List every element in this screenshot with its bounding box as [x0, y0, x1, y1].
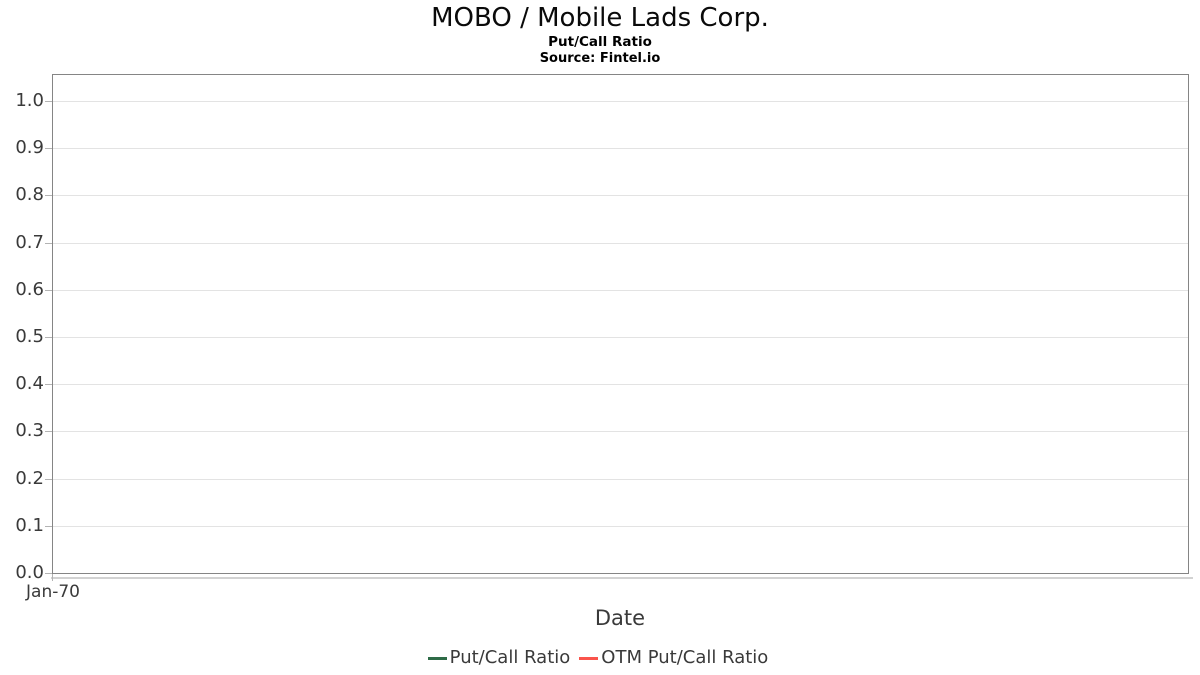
- x-tick-label: Jan-70: [26, 582, 80, 602]
- y-tick-mark: [45, 526, 52, 527]
- y-gridline: [53, 101, 1188, 102]
- y-tick-label: 0.7: [15, 232, 44, 253]
- y-tick-mark: [45, 195, 52, 196]
- x-axis-title: Date: [594, 606, 646, 630]
- y-tick-mark: [45, 290, 52, 291]
- y-tick-label: 0.4: [15, 373, 44, 394]
- y-tick-label: 0.9: [15, 137, 44, 158]
- y-tick-mark: [45, 243, 52, 244]
- y-tick-label: 0.0: [15, 562, 44, 583]
- otm-put-call-ratio-line-swatch: [579, 656, 599, 660]
- put-call-ratio-line-swatch: [427, 656, 447, 660]
- y-tick-mark: [45, 101, 52, 102]
- y-tick-label: 1.0: [15, 90, 44, 111]
- y-tick-mark: [45, 337, 52, 338]
- chart-subtitle: Put/Call Ratio: [548, 34, 652, 50]
- y-tick-label: 0.1: [15, 515, 44, 536]
- y-gridline: [53, 290, 1188, 291]
- chart-source: Source: Fintel.io: [539, 51, 661, 66]
- y-tick-label: 0.3: [15, 420, 44, 441]
- legend-item-otm-put-call-ratio: OTM Put/Call Ratio: [579, 646, 768, 670]
- y-tick-mark: [45, 384, 52, 385]
- y-gridline: [53, 148, 1188, 149]
- legend-label: Put/Call Ratio: [449, 647, 571, 668]
- y-tick-label: 0.6: [15, 279, 44, 300]
- y-gridline: [53, 479, 1188, 480]
- y-gridline: [53, 337, 1188, 338]
- chart-title: MOBO / Mobile Lads Corp.: [431, 3, 769, 33]
- y-tick-mark: [45, 479, 52, 480]
- y-tick-mark: [45, 148, 52, 149]
- x-tick-mark: [52, 574, 53, 581]
- y-tick-label: 0.8: [15, 184, 44, 205]
- y-gridline: [53, 526, 1188, 527]
- x-axis-line: [51, 577, 1193, 579]
- y-gridline: [53, 243, 1188, 244]
- y-gridline: [53, 195, 1188, 196]
- legend-label: OTM Put/Call Ratio: [601, 647, 769, 668]
- y-tick-label: 0.2: [15, 468, 44, 489]
- chart-legend: Put/Call Ratio OTM Put/Call Ratio: [0, 646, 1196, 670]
- legend-item-put-call-ratio: Put/Call Ratio: [427, 646, 571, 670]
- y-tick-mark: [45, 431, 52, 432]
- y-gridline: [53, 431, 1188, 432]
- y-tick-label: 0.5: [15, 326, 44, 347]
- plot-area: Jan-70 0.0 0.1 0.2 0.3 0.4 0.5 0.6 0.7 0.8 0.9 1.0: [15, 74, 1193, 602]
- y-gridline: [53, 384, 1188, 385]
- y-tick-mark: [45, 573, 52, 574]
